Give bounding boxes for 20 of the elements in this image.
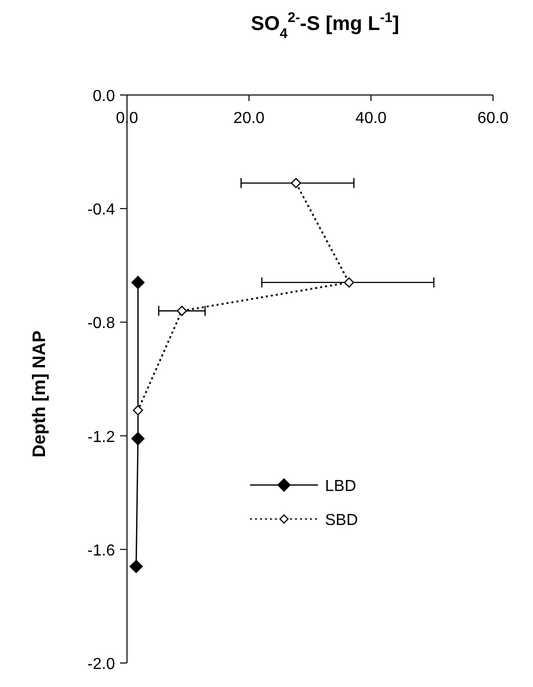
y-axis-title: Depth [m] NAP	[29, 330, 49, 458]
legend-label: LBD	[325, 478, 356, 495]
point	[176, 306, 187, 316]
legend-label: SBD	[325, 512, 358, 529]
y-tick-label: -0.4	[87, 202, 116, 219]
y-tick-label: 0.0	[92, 88, 116, 105]
x-tick-label: 40.0	[355, 110, 387, 127]
point	[132, 405, 144, 416]
point	[130, 560, 143, 574]
point	[131, 432, 145, 446]
y-tick-label: -1.2	[87, 428, 116, 446]
point	[344, 277, 354, 288]
y-tick-label: -1.6	[87, 542, 116, 560]
point	[131, 276, 145, 290]
y-tick-label: -0.8	[87, 315, 116, 332]
y-tick-label: -2.0	[87, 656, 116, 673]
x-tick-label: 60.0	[477, 110, 509, 127]
chart-title: SO$_{4}$$^{2-}$-S [mg L$^{-1}$]	[250, 9, 400, 41]
x-tick-label: 20.0	[233, 110, 265, 127]
point	[290, 178, 302, 188]
